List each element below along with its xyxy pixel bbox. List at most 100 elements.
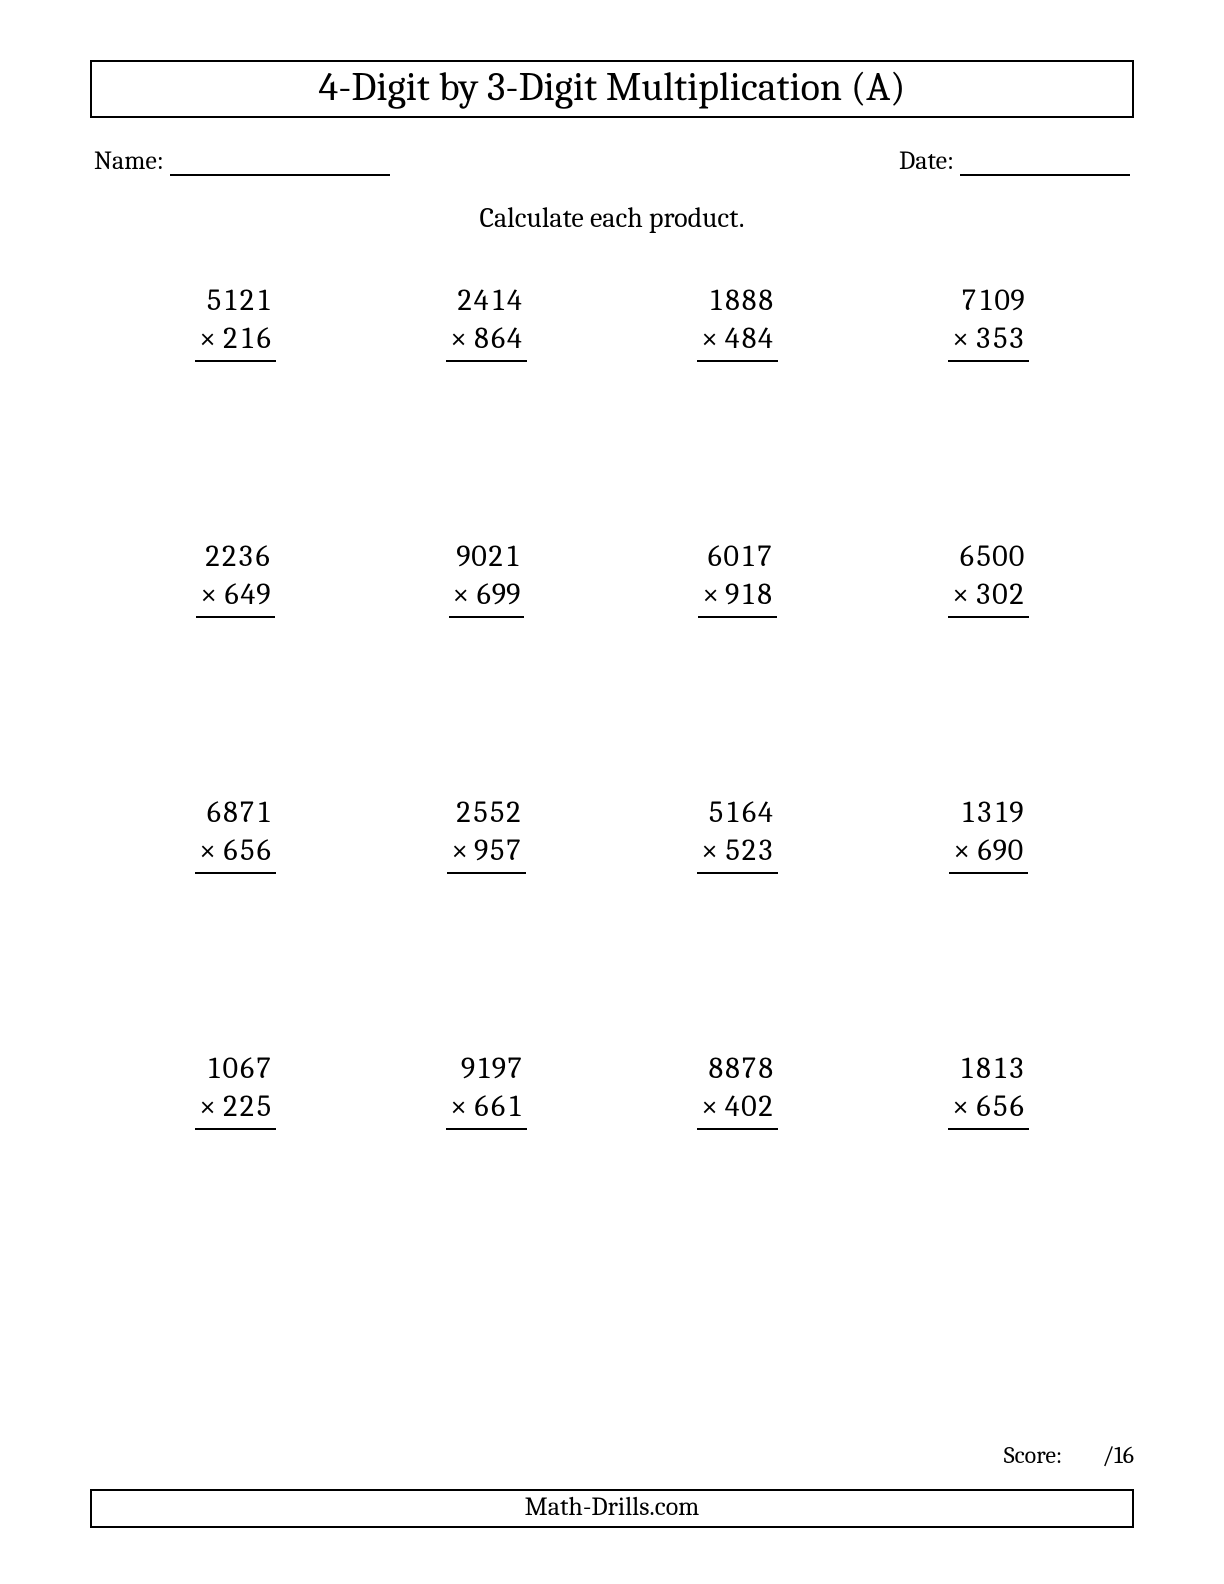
multiplier-row: ×484 — [697, 320, 778, 363]
multiply-sign-icon: × — [701, 1089, 718, 1124]
multiplier-row: ×353 — [948, 320, 1029, 363]
multiplicand: 1319 — [949, 794, 1027, 832]
problem-cell: 2236×649 — [110, 538, 361, 794]
multiplication-stack: 6500×302 — [948, 538, 1029, 618]
multiplier-row: ×661 — [446, 1088, 527, 1131]
multiply-sign-icon: × — [450, 321, 467, 356]
multiply-sign-icon: × — [200, 577, 217, 612]
problem-cell: 2552×957 — [361, 794, 612, 1050]
multiply-sign-icon: × — [701, 321, 718, 356]
multiplication-stack: 2552×957 — [447, 794, 525, 874]
multiplier-row: ×649 — [196, 576, 274, 619]
problem-cell: 1888×484 — [612, 282, 863, 538]
multiplication-stack: 1813×656 — [948, 1050, 1029, 1130]
score-row: Score: /16 — [1004, 1441, 1134, 1469]
problem-cell: 1067×225 — [110, 1050, 361, 1306]
multiply-sign-icon: × — [952, 321, 969, 356]
multiplication-stack: 1888×484 — [697, 282, 778, 362]
multiplier-row: ×216 — [195, 320, 276, 363]
multiplier: 690 — [976, 833, 1024, 868]
multiplication-stack: 2236×649 — [196, 538, 274, 618]
multiply-sign-icon: × — [952, 1089, 969, 1124]
multiplication-stack: 5164×523 — [697, 794, 778, 874]
multiplicand: 1067 — [195, 1050, 276, 1088]
multiplication-stack: 1319×690 — [949, 794, 1027, 874]
multiplicand: 2552 — [447, 794, 525, 832]
footer-text: Math-Drills.com — [525, 1492, 700, 1522]
multiplier: 353 — [975, 321, 1025, 356]
multiplier: 484 — [724, 321, 774, 356]
multiplier: 402 — [724, 1089, 774, 1124]
multiplicand: 1888 — [697, 282, 778, 320]
multiplier-row: ×225 — [195, 1088, 276, 1131]
multiplication-stack: 6017×918 — [698, 538, 776, 618]
multiply-sign-icon: × — [702, 577, 719, 612]
multiplicand: 5121 — [195, 282, 276, 320]
multiplier-row: ×957 — [447, 832, 525, 875]
multiplier: 656 — [222, 833, 272, 868]
multiplier-row: ×864 — [446, 320, 527, 363]
multiplication-stack: 9021×699 — [449, 538, 525, 618]
meta-row: Name: Date: — [90, 146, 1134, 176]
multiplicand: 6017 — [698, 538, 776, 576]
problem-cell: 6871×656 — [110, 794, 361, 1050]
title-box: 4-Digit by 3-Digit Multiplication (A) — [90, 60, 1134, 118]
page-title: 4-Digit by 3-Digit Multiplication (A) — [319, 64, 906, 110]
multiplication-stack: 2414×864 — [446, 282, 527, 362]
multiplicand: 9021 — [449, 538, 525, 576]
multiplier: 216 — [222, 321, 272, 356]
multiplicand: 1813 — [948, 1050, 1029, 1088]
multiplier-row: ×302 — [948, 576, 1029, 619]
multiplicand: 2236 — [196, 538, 274, 576]
multiplier-row: ×523 — [697, 832, 778, 875]
multiplicand: 8878 — [697, 1050, 778, 1088]
multiplicand: 6871 — [195, 794, 276, 832]
problem-cell: 6017×918 — [612, 538, 863, 794]
multiplier: 302 — [975, 577, 1025, 612]
multiplier: 957 — [474, 833, 522, 868]
problem-cell: 9021×699 — [361, 538, 612, 794]
multiplier-row: ×656 — [948, 1088, 1029, 1131]
problem-cell: 1319×690 — [863, 794, 1114, 1050]
problems-grid: 5121×2162414×8641888×4847109×3532236×649… — [90, 282, 1134, 1306]
date-label: Date: — [899, 146, 954, 176]
problem-cell: 9197×661 — [361, 1050, 612, 1306]
multiplicand: 5164 — [697, 794, 778, 832]
multiplication-stack: 5121×216 — [195, 282, 276, 362]
multiply-sign-icon: × — [453, 577, 470, 612]
multiplier-row: ×690 — [949, 832, 1027, 875]
problem-cell: 5121×216 — [110, 282, 361, 538]
instruction-text: Calculate each product. — [90, 202, 1134, 234]
multiplier: 699 — [475, 577, 520, 612]
multiplier: 523 — [724, 833, 774, 868]
name-field: Name: — [94, 146, 390, 176]
multiplier-row: ×699 — [449, 576, 525, 619]
multiplicand: 7109 — [948, 282, 1029, 320]
multiply-sign-icon: × — [953, 833, 970, 868]
multiply-sign-icon: × — [952, 577, 969, 612]
multiply-sign-icon: × — [199, 321, 216, 356]
multiply-sign-icon: × — [199, 833, 216, 868]
multiplication-stack: 6871×656 — [195, 794, 276, 874]
multiplier: 661 — [473, 1089, 523, 1124]
multiplier-row: ×918 — [698, 576, 776, 619]
date-underline[interactable] — [960, 150, 1130, 176]
multiplier: 918 — [725, 577, 773, 612]
problem-cell: 7109×353 — [863, 282, 1114, 538]
footer-box: Math-Drills.com — [90, 1489, 1134, 1528]
multiplier: 649 — [223, 577, 271, 612]
multiplier-row: ×656 — [195, 832, 276, 875]
worksheet-page: 4-Digit by 3-Digit Multiplication (A) Na… — [0, 0, 1224, 1584]
name-underline[interactable] — [170, 150, 390, 176]
multiplication-stack: 9197×661 — [446, 1050, 527, 1130]
problem-cell: 5164×523 — [612, 794, 863, 1050]
multiplication-stack: 7109×353 — [948, 282, 1029, 362]
problem-cell: 1813×656 — [863, 1050, 1114, 1306]
multiply-sign-icon: × — [451, 833, 468, 868]
multiply-sign-icon: × — [450, 1089, 467, 1124]
multiplicand: 6500 — [948, 538, 1029, 576]
multiplier: 656 — [975, 1089, 1025, 1124]
multiplier: 225 — [222, 1089, 272, 1124]
multiplication-stack: 1067×225 — [195, 1050, 276, 1130]
name-label: Name: — [94, 146, 164, 176]
